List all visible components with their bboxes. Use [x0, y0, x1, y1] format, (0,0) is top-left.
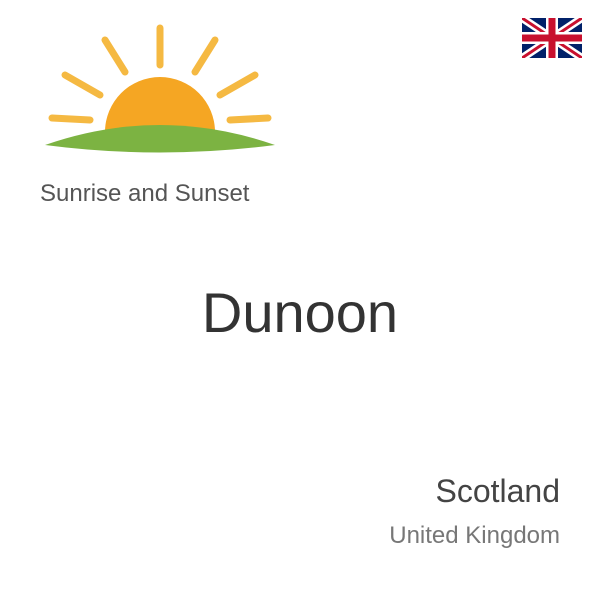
region-name: Scotland: [435, 473, 560, 510]
city-name: Dunoon: [0, 280, 600, 345]
sunrise-logo-icon: [30, 20, 290, 170]
country-name: United Kingdom: [389, 522, 560, 550]
logo-area: Sunrise and Sunset: [30, 20, 310, 208]
uk-flag-icon: [522, 18, 582, 58]
logo-subtitle: Sunrise and Sunset: [40, 180, 310, 208]
